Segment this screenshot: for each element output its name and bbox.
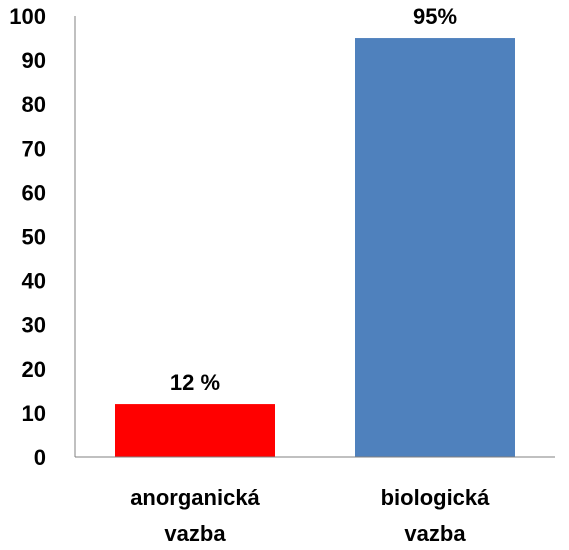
y-tick-label: 30 [22, 313, 46, 338]
bar [355, 38, 515, 458]
y-tick-label: 80 [22, 92, 46, 117]
y-tick-label: 10 [22, 401, 46, 426]
data-labels: 12 % 95% [170, 4, 457, 395]
bars [115, 38, 515, 458]
x-category-label: anorganická vazba [130, 485, 260, 546]
y-tick-label: 100 [9, 4, 46, 29]
y-tick-label: 20 [22, 357, 46, 382]
data-label: 12 % [170, 370, 220, 395]
y-tick-label: 50 [22, 225, 46, 250]
y-tick-label: 60 [22, 180, 46, 205]
bar [115, 404, 275, 457]
y-tick-label: 40 [22, 269, 46, 294]
y-axis-ticks: 0 10 20 30 40 50 60 70 80 90 100 [9, 4, 46, 470]
y-tick-label: 70 [22, 136, 46, 161]
data-label: 95% [413, 4, 457, 29]
x-axis-category-labels: anorganická vazba biologická vazba [130, 485, 490, 546]
y-tick-label: 0 [34, 445, 46, 470]
y-tick-label: 90 [22, 48, 46, 73]
x-category-label: biologická vazba [381, 485, 491, 546]
